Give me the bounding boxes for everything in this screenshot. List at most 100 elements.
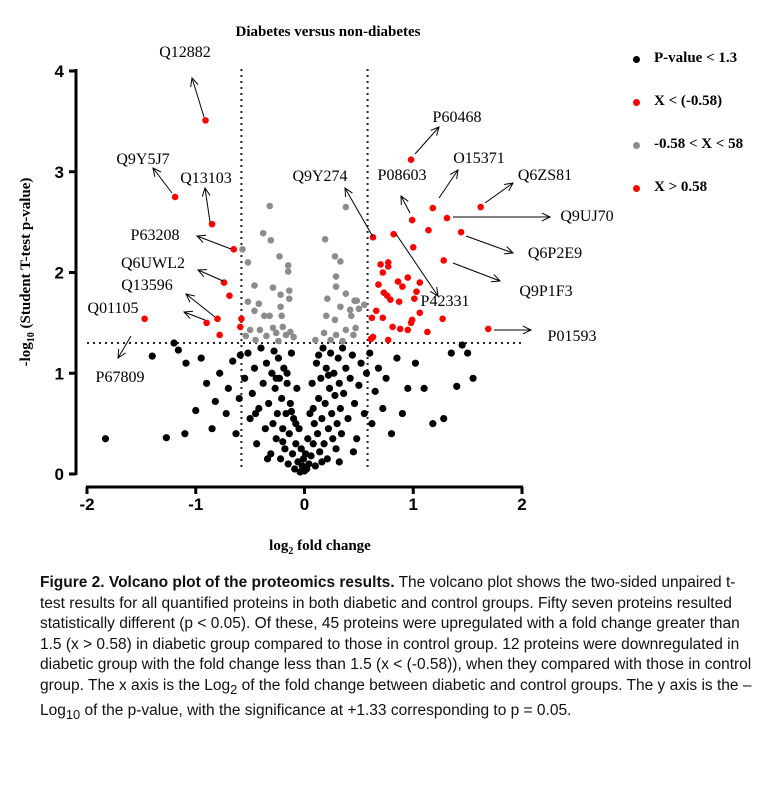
data-point-ns <box>319 344 327 352</box>
data-point-down <box>141 315 148 323</box>
data-point-ns <box>371 387 379 395</box>
arrow-head-icon <box>522 325 533 335</box>
data-point-ns <box>323 455 331 463</box>
data-point-ns <box>291 465 299 473</box>
data-point-ns <box>420 384 428 392</box>
arrow-head-icon <box>541 212 552 222</box>
data-point-ns <box>353 435 361 443</box>
data-point-ns <box>334 354 342 362</box>
data-point-ns <box>235 394 243 403</box>
y-tick-label: 4 <box>55 62 65 81</box>
point-label: Q9P1F3 <box>519 283 572 300</box>
data-point-up <box>429 204 437 212</box>
data-point-up <box>416 279 424 286</box>
data-point-ns <box>272 435 280 443</box>
data-point-mid <box>276 253 283 260</box>
data-point-ns <box>170 339 178 347</box>
data-point-up <box>384 336 392 344</box>
data-point-mid <box>342 290 350 297</box>
data-point-ns <box>265 399 273 408</box>
data-point-mid <box>352 324 359 332</box>
data-point-ns <box>328 409 336 418</box>
data-point-up <box>389 323 396 331</box>
data-point-ns <box>379 404 387 413</box>
data-point-mid <box>355 305 363 313</box>
data-point-ns <box>398 409 406 418</box>
data-point-mid <box>266 312 274 320</box>
data-point-mid <box>278 312 285 320</box>
data-point-ns <box>282 409 290 418</box>
data-point-up <box>409 244 417 251</box>
arrow-line <box>152 167 173 194</box>
data-point-up <box>404 274 412 281</box>
arrow-head-icon <box>185 293 195 303</box>
data-point-up <box>407 319 415 327</box>
arrow-head-icon <box>449 169 459 179</box>
data-point-ns <box>272 374 280 382</box>
arrow-line <box>185 293 216 318</box>
data-point-up <box>372 307 380 315</box>
data-point-mid <box>244 259 252 266</box>
data-point-ns <box>182 359 190 367</box>
data-point-ns <box>346 374 354 382</box>
data-point-ns <box>336 404 344 413</box>
point-label: P60468 <box>433 109 482 126</box>
data-point-ns <box>286 399 294 408</box>
data-point-mid <box>337 258 344 265</box>
data-point-ns <box>276 455 285 463</box>
data-point-ns <box>248 389 256 397</box>
data-point-up <box>384 263 392 270</box>
data-point-down <box>230 246 238 253</box>
point-label: Q9Y5J7 <box>116 151 169 168</box>
data-point-ns <box>318 458 326 466</box>
data-point-mid <box>251 282 258 289</box>
data-point-mid <box>327 336 334 344</box>
data-point-mid <box>279 323 287 331</box>
data-point-mid <box>255 300 263 308</box>
data-point-ns <box>287 407 296 416</box>
arrow-head-icon <box>152 167 162 177</box>
data-point-ns <box>348 351 356 359</box>
data-point-mid <box>272 329 280 337</box>
data-point-ns <box>324 425 333 433</box>
data-point-ns <box>315 394 323 403</box>
data-point-up <box>369 233 377 241</box>
data-point-mid <box>342 203 350 211</box>
data-point-ns <box>101 435 110 443</box>
data-point-ns <box>274 354 282 362</box>
arrow-head-icon <box>190 76 199 87</box>
x-axis-label: log2 fold change <box>269 538 371 557</box>
data-point-ns <box>148 352 156 360</box>
data-point-ns <box>327 349 335 357</box>
data-point-ns <box>357 359 365 367</box>
data-point-ns <box>393 354 401 362</box>
point-label: Q6P2E9 <box>528 245 582 262</box>
data-point-ns <box>335 379 343 387</box>
point-label: P42331 <box>421 293 470 310</box>
data-point-mid <box>246 326 254 334</box>
data-point-ns <box>329 435 337 443</box>
data-point-ns <box>269 420 277 428</box>
y-tick-label: 3 <box>55 163 64 182</box>
data-point-ns <box>317 374 325 382</box>
data-point-up <box>387 296 394 304</box>
data-point-ns <box>273 409 281 418</box>
arrow-head-icon <box>490 274 502 283</box>
point-label: Q6ZS81 <box>518 167 572 184</box>
data-point-ns <box>301 450 310 458</box>
data-point-mid <box>269 324 277 332</box>
data-point-mid <box>332 283 340 290</box>
data-point-ns <box>257 344 265 352</box>
data-point-ns <box>174 346 182 354</box>
point-label: Q9UJ70 <box>560 208 613 225</box>
data-point-down <box>226 292 233 299</box>
arrow-line <box>197 269 224 282</box>
data-point-ns <box>229 357 237 365</box>
arrow-head-icon <box>430 126 440 136</box>
point-label: P63208 <box>131 227 180 244</box>
data-point-mid <box>290 333 297 341</box>
data-point-mid <box>267 236 275 244</box>
volcano-plot: Diabetes versus non-diabetes 0 1 2 3 4 -2 -1 0 1… <box>18 24 614 557</box>
data-point-ns <box>320 440 328 448</box>
data-point-ns <box>349 448 358 456</box>
